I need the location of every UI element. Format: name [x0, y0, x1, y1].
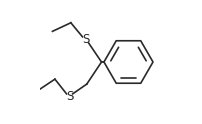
Text: S: S [66, 90, 73, 103]
Text: S: S [81, 33, 89, 46]
